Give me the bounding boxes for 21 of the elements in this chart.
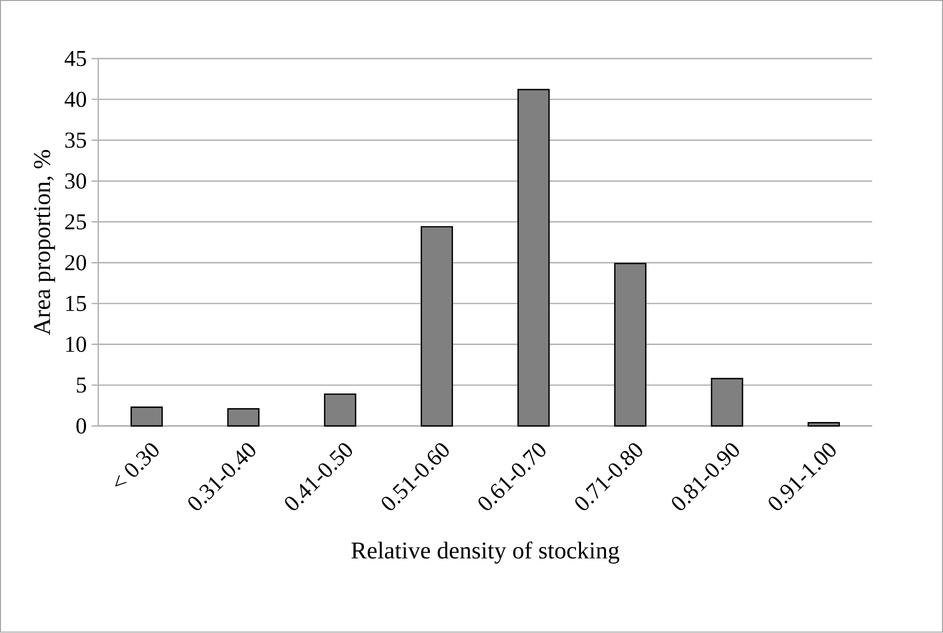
bar [420, 226, 453, 427]
y-tick-label: 10 [66, 336, 86, 352]
y-tick-label: 45 [64, 51, 86, 66]
bar [130, 406, 163, 427]
y-tick-label: 25 [65, 214, 86, 230]
bar [324, 394, 356, 427]
x-tick-label: < 0.30 [115, 443, 159, 487]
bar [517, 89, 550, 427]
bar [227, 408, 260, 427]
y-tick-label: 35 [65, 132, 86, 148]
y-tick-label: 20 [65, 255, 86, 270]
y-tick-label: 5 [76, 378, 86, 393]
bar [710, 378, 744, 427]
y-tick-label: 15 [66, 296, 86, 312]
y-axis-title: Area proportion, % [34, 150, 56, 336]
y-tick-label: 0 [76, 418, 86, 434]
bar [808, 422, 840, 427]
x-axis-title: Relative density of stocking [351, 542, 620, 564]
bar [614, 262, 646, 427]
y-tick-label: 40 [64, 92, 86, 108]
y-tick-label: 30 [65, 174, 86, 189]
